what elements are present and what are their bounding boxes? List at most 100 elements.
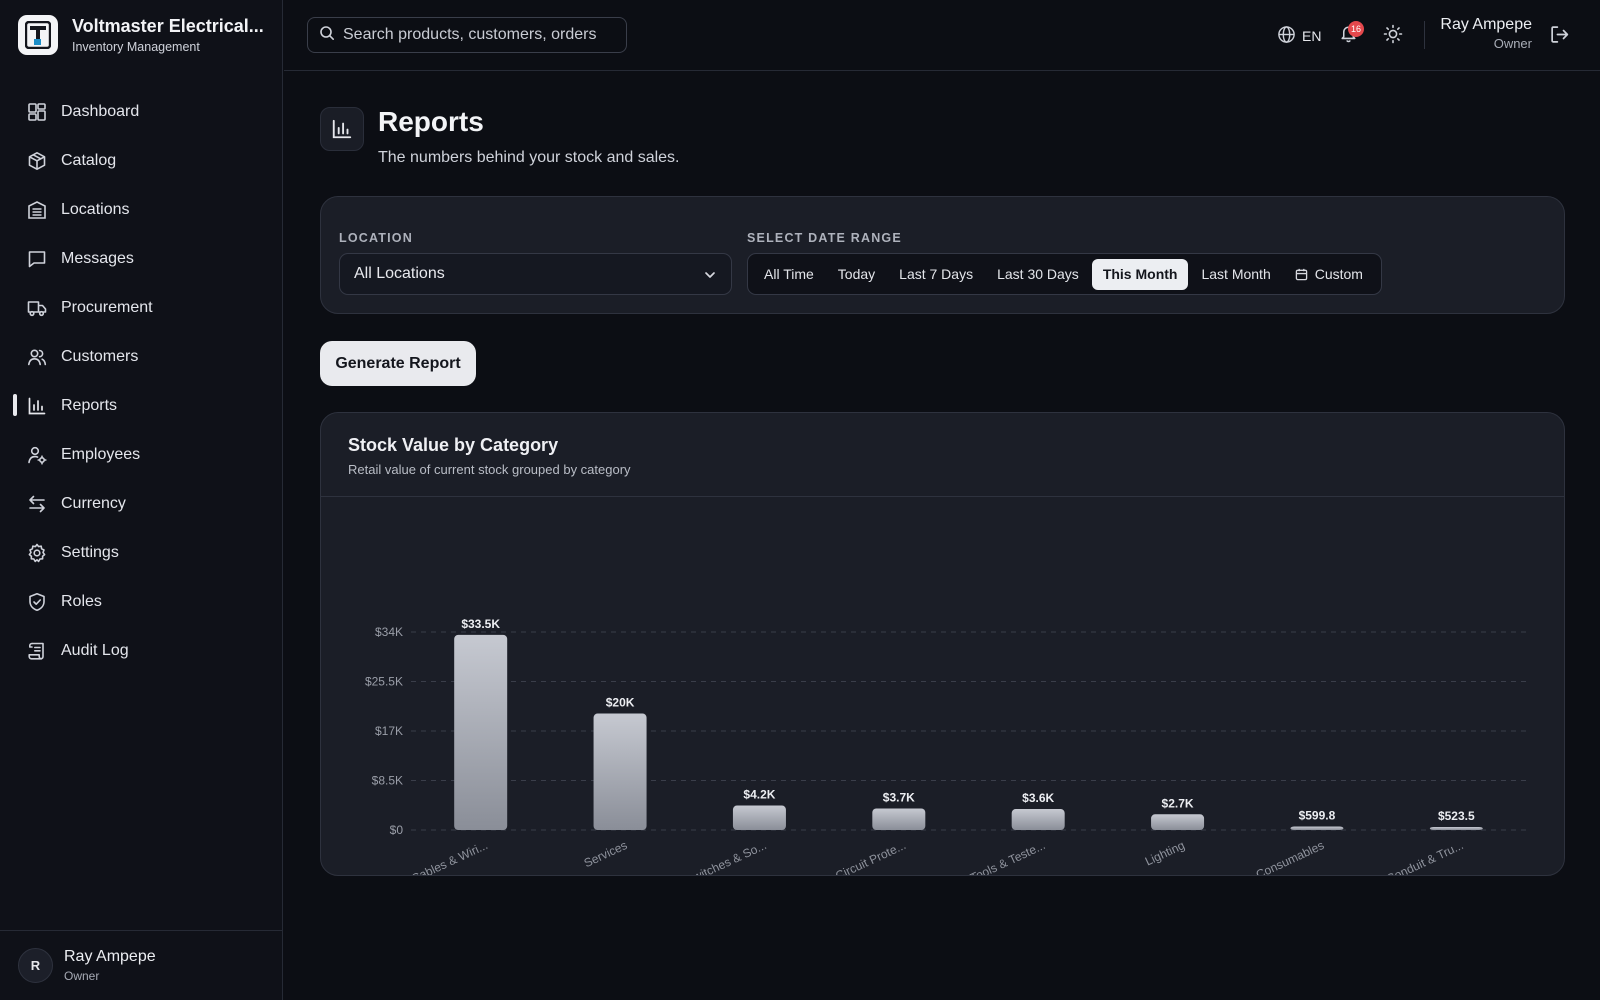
location-select[interactable]: All Locations — [339, 253, 732, 295]
building-icon — [27, 200, 47, 220]
sidebar-item-settings[interactable]: Settings — [0, 528, 283, 577]
sidebar-item-catalog[interactable]: Catalog — [0, 136, 283, 185]
location-label: LOCATION — [339, 231, 413, 245]
sidebar-item-label: Currency — [61, 494, 126, 512]
sidebar-item-label: Locations — [61, 200, 130, 218]
x-tick-label: Cables & Wiri... — [409, 838, 490, 875]
filters-card: LOCATION All Locations SELECT DATE RANGE… — [320, 196, 1565, 314]
brand-name: Voltmaster Electrical... — [72, 16, 264, 36]
range-last-month[interactable]: Last Month — [1201, 266, 1271, 282]
x-tick-label: Conduit & Tru... — [1384, 838, 1465, 875]
page-subtitle: The numbers behind your stock and sales. — [378, 149, 680, 166]
range-last-7-days[interactable]: Last 7 Days — [899, 266, 974, 282]
chevron-down-icon — [703, 268, 717, 287]
location-select-value: All Locations — [354, 265, 445, 282]
sidebar-item-label: Settings — [61, 543, 119, 561]
notification-badge: 16 — [1348, 21, 1365, 37]
language-label: EN — [1302, 28, 1322, 44]
bar-value-label: $3.6K — [1022, 791, 1054, 805]
range-custom[interactable]: Custom — [1284, 259, 1374, 290]
sidebar-item-label: Employees — [61, 445, 141, 463]
sidebar-item-label: Audit Log — [61, 641, 129, 659]
sidebar-item-label: Messages — [61, 249, 134, 267]
range-this-month[interactable]: This Month — [1091, 258, 1189, 290]
logout-button[interactable] — [1549, 24, 1570, 50]
brand[interactable]: Voltmaster Electrical... Inventory Manag… — [18, 15, 267, 55]
brand-logo-icon — [18, 15, 58, 55]
bar-value-label: $4.2K — [743, 788, 775, 802]
chart-bar — [593, 713, 647, 830]
x-tick-label: Switches & So... — [684, 838, 769, 875]
logout-icon — [1549, 26, 1570, 49]
y-tick-label: $0 — [390, 823, 404, 837]
range-all-time[interactable]: All Time — [764, 266, 814, 282]
search-input[interactable] — [343, 26, 613, 44]
chart-bar — [732, 805, 786, 830]
theme-toggle[interactable] — [1383, 24, 1403, 49]
y-tick-label: $25.5K — [365, 675, 403, 689]
bar-value-label: $33.5K — [461, 617, 500, 631]
chart-bar — [1290, 826, 1344, 830]
topbar-user-name: Ray Ampepe — [1440, 16, 1532, 33]
sidebar-user-role: Owner — [64, 969, 100, 983]
sidebar-item-currency[interactable]: Currency — [0, 479, 283, 528]
y-tick-label: $17K — [375, 724, 403, 738]
user-cog-icon — [27, 445, 47, 465]
search-icon — [319, 25, 335, 46]
truck-icon — [27, 298, 47, 318]
sidebar-item-roles[interactable]: Roles — [0, 577, 283, 626]
x-tick-label: Lighting — [1143, 838, 1187, 868]
sidebar-item-label: Reports — [61, 396, 118, 414]
shield-icon — [27, 592, 47, 612]
chart-bar — [1429, 826, 1483, 830]
divider — [1424, 21, 1425, 49]
message-icon — [27, 249, 47, 269]
sidebar-item-label: Procurement — [61, 298, 153, 316]
range-custom-label: Custom — [1314, 266, 1363, 282]
range-last-30-days[interactable]: Last 30 Days — [997, 266, 1079, 282]
dashboard-icon — [27, 102, 47, 122]
page-bar-chart-icon — [320, 107, 364, 151]
sidebar-item-label: Customers — [61, 347, 139, 365]
sidebar-item-customers[interactable]: Customers — [0, 332, 283, 381]
search-box[interactable] — [307, 17, 627, 53]
sidebar-user[interactable]: R Ray Ampepe Owner — [0, 930, 283, 1000]
sidebar-item-reports[interactable]: Reports — [0, 381, 283, 430]
page-title: Reports — [378, 106, 484, 137]
x-tick-label: Consumables — [1254, 838, 1326, 875]
notifications-button[interactable]: 16 — [1339, 21, 1365, 48]
chart-bar — [454, 634, 508, 830]
chart-bar — [1151, 814, 1205, 830]
chart-bar — [872, 808, 926, 830]
bar-value-label: $3.7K — [883, 790, 915, 804]
sidebar-item-messages[interactable]: Messages — [0, 234, 283, 283]
box-icon — [27, 151, 47, 171]
date-range-segmented: All Time Today Last 7 Days Last 30 Days … — [747, 253, 1382, 295]
topbar: EN 16 Ray Ampepe Owner — [284, 0, 1600, 71]
date-range-label: SELECT DATE RANGE — [747, 231, 902, 245]
sun-icon — [1383, 24, 1403, 48]
sidebar-item-audit-log[interactable]: Audit Log — [0, 626, 283, 675]
chart-subtitle: Retail value of current stock grouped by… — [348, 462, 631, 477]
sidebar-item-label: Dashboard — [61, 102, 140, 120]
sidebar-item-locations[interactable]: Locations — [0, 185, 283, 234]
sidebar-item-procurement[interactable]: Procurement — [0, 283, 283, 332]
bar-value-label: $20K — [606, 696, 635, 710]
bar-value-label: $523.5 — [1438, 809, 1475, 823]
sidebar: Voltmaster Electrical... Inventory Manag… — [0, 0, 283, 1000]
calendar-icon — [1295, 268, 1308, 281]
sidebar-nav: Dashboard Catalog Locations Messages Pro… — [0, 87, 283, 675]
language-switcher[interactable]: EN — [1277, 25, 1321, 47]
range-today[interactable]: Today — [837, 266, 876, 282]
topbar-user[interactable]: Ray Ampepe Owner — [1439, 16, 1532, 51]
x-tick-label: Circuit Prote... — [833, 838, 908, 875]
sidebar-item-dashboard[interactable]: Dashboard — [0, 87, 283, 136]
scroll-icon — [27, 641, 47, 661]
sidebar-item-employees[interactable]: Employees — [0, 430, 283, 479]
sidebar-user-name: Ray Ampepe — [64, 948, 156, 965]
generate-report-button[interactable]: Generate Report — [320, 341, 476, 386]
gear-icon — [27, 543, 47, 563]
avatar: R — [18, 948, 53, 983]
arrows-swap-icon — [27, 494, 47, 514]
x-tick-label: Tools & Teste... — [968, 838, 1047, 875]
